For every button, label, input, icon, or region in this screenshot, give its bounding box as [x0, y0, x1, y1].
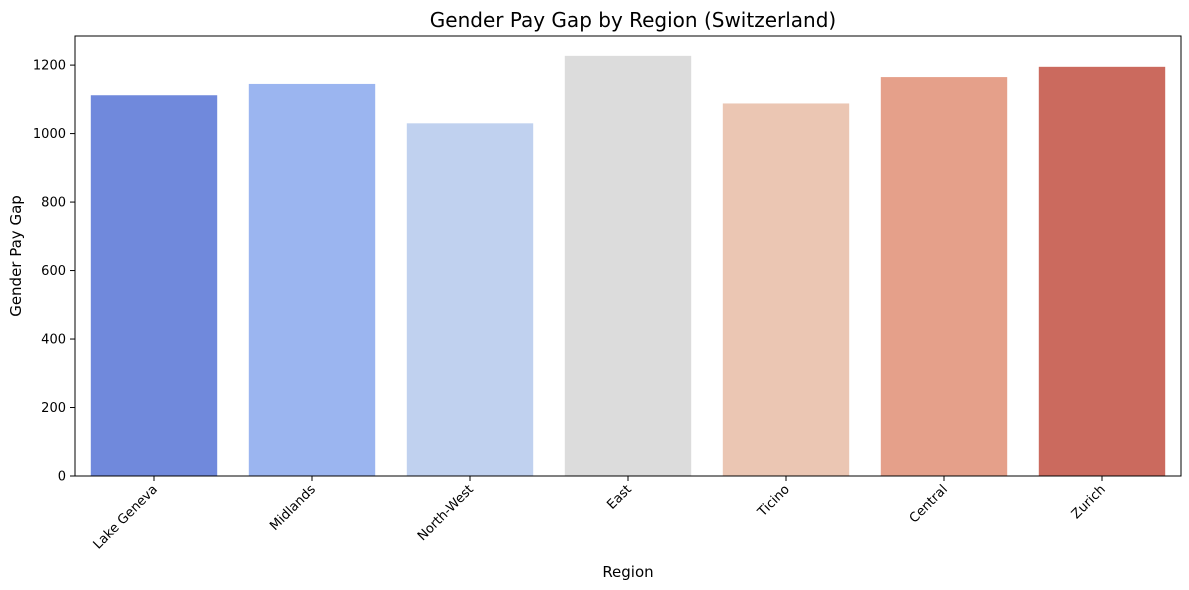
y-tick-label: 800: [41, 196, 66, 211]
y-tick-label: 200: [41, 401, 66, 416]
x-tick-label: Ticino: [755, 482, 793, 520]
bar-north-west: [406, 123, 534, 476]
y-tick-label: 600: [41, 264, 66, 279]
x-axis-title: Region: [602, 563, 653, 581]
x-tick-label: Lake Geneva: [91, 482, 161, 552]
y-tick-label: 400: [41, 333, 66, 348]
x-tick-label: North-West: [415, 482, 477, 544]
bar-ticino: [722, 103, 850, 476]
y-axis-title: Gender Pay Gap: [7, 195, 25, 317]
bar-east: [564, 55, 692, 476]
x-tick-label: East: [604, 482, 634, 512]
x-tick-label: Central: [907, 482, 951, 526]
bar-central: [880, 77, 1008, 477]
y-tick-label: 1000: [33, 127, 66, 142]
x-tick-label: Midlands: [267, 482, 319, 534]
y-tick-label: 0: [58, 470, 66, 485]
chart-title: Gender Pay Gap by Region (Switzerland): [430, 8, 836, 32]
x-axis: Lake Geneva Midlands North-West East Ticino C…: [91, 476, 1109, 552]
bar-midlands: [248, 83, 376, 476]
bar-lake-geneva: [90, 95, 218, 476]
y-tick-label: 1200: [33, 59, 66, 74]
x-tick-label: Zurich: [1069, 482, 1109, 522]
bars-group: [90, 55, 1166, 477]
bar-zurich: [1038, 66, 1166, 476]
y-axis: 0 200 400 600 800 1000 1200: [33, 59, 75, 485]
